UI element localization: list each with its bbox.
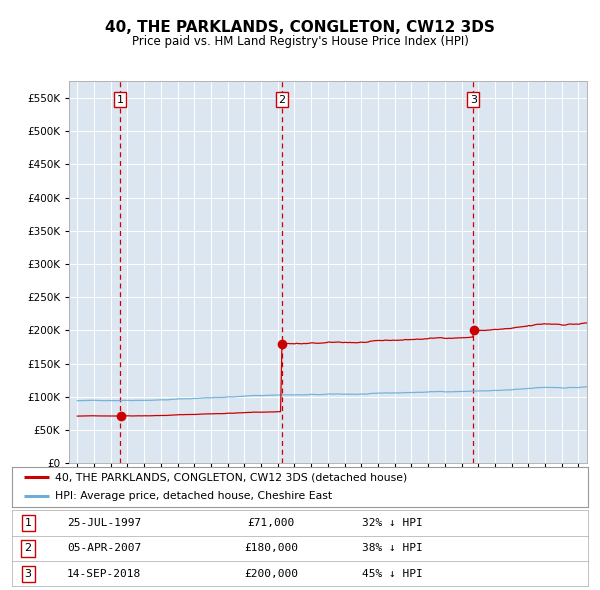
Text: 40, THE PARKLANDS, CONGLETON, CW12 3DS (detached house): 40, THE PARKLANDS, CONGLETON, CW12 3DS (… [55, 473, 407, 482]
Text: 14-SEP-2018: 14-SEP-2018 [67, 569, 141, 579]
Text: £71,000: £71,000 [248, 518, 295, 528]
Text: 25-JUL-1997: 25-JUL-1997 [67, 518, 141, 528]
Text: 45% ↓ HPI: 45% ↓ HPI [362, 569, 422, 579]
Text: 3: 3 [25, 569, 32, 579]
Text: 05-APR-2007: 05-APR-2007 [67, 543, 141, 553]
Text: 1: 1 [25, 518, 32, 528]
Text: 38% ↓ HPI: 38% ↓ HPI [362, 543, 422, 553]
Text: 1: 1 [117, 95, 124, 105]
Text: 2: 2 [278, 95, 286, 105]
Text: 40, THE PARKLANDS, CONGLETON, CW12 3DS: 40, THE PARKLANDS, CONGLETON, CW12 3DS [105, 19, 495, 35]
Text: 2: 2 [25, 543, 32, 553]
Text: £180,000: £180,000 [244, 543, 298, 553]
Text: HPI: Average price, detached house, Cheshire East: HPI: Average price, detached house, Ches… [55, 491, 332, 501]
Text: Price paid vs. HM Land Registry's House Price Index (HPI): Price paid vs. HM Land Registry's House … [131, 35, 469, 48]
Text: 32% ↓ HPI: 32% ↓ HPI [362, 518, 422, 528]
Text: £200,000: £200,000 [244, 569, 298, 579]
Text: 3: 3 [470, 95, 477, 105]
